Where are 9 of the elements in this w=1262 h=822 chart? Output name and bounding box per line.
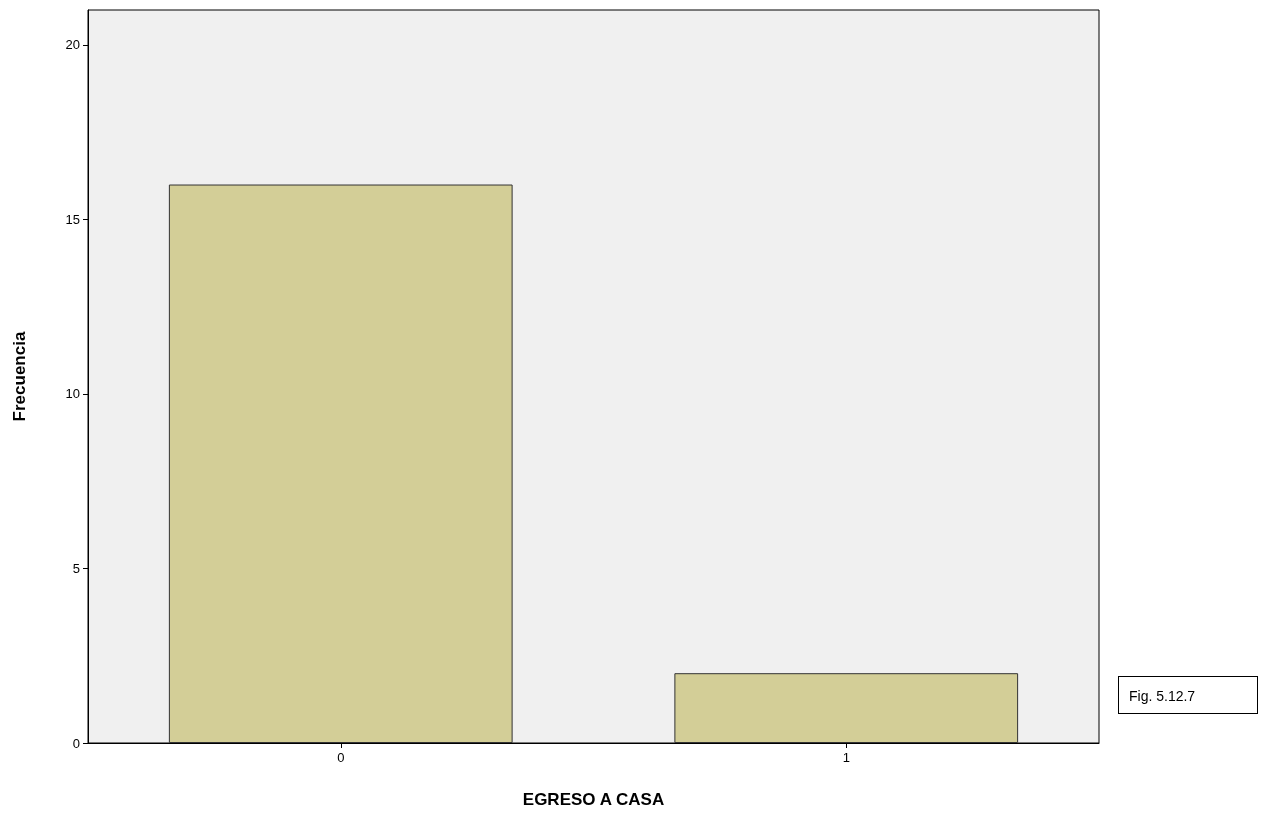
y-tick-label: 20 [65,37,80,53]
y-axis-title: Frecuencia [10,331,29,422]
y-tick-label: 15 [65,211,80,227]
y-tick-label: 0 [72,735,80,751]
caption: Fig. 5.12.7 [1118,676,1258,714]
x-tick-label: 1 [842,750,850,765]
x-axis-title: EGRESO A CASA [522,790,665,809]
y-tick-label: 10 [65,386,80,402]
y-tick-label: 5 [72,560,80,576]
